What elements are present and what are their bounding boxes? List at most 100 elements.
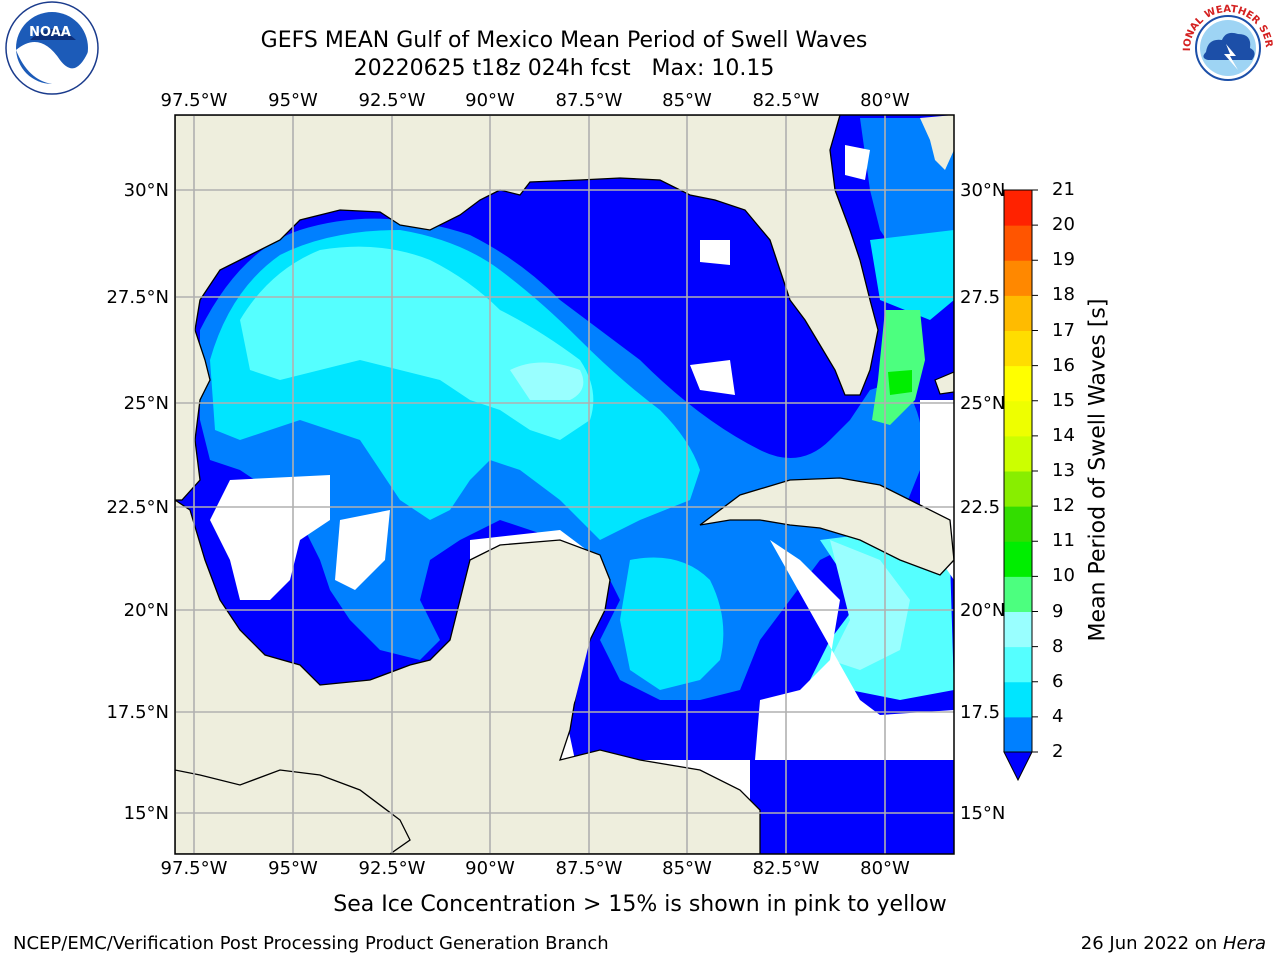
colorbar-block xyxy=(1004,541,1032,577)
lon-label-top: 87.5°W xyxy=(556,90,623,111)
colorbar-tick-label: 4 xyxy=(1052,705,1064,727)
colorbar-block xyxy=(1004,190,1032,226)
lon-label-bottom: 97.5°W xyxy=(161,858,228,879)
lat-label-right: 27.5 xyxy=(960,287,1000,308)
footer-date-text: 26 Jun 2022 on xyxy=(1080,933,1223,954)
land-us-gulf-coast xyxy=(175,115,879,501)
colorbar-tick-label: 15 xyxy=(1052,389,1075,411)
lat-label-right: 20°N xyxy=(960,600,1005,621)
colorbar-tick-label: 13 xyxy=(1052,460,1075,481)
colorbar-tick-label: 16 xyxy=(1052,354,1075,376)
missing-data-atlantic xyxy=(845,145,870,180)
lat-label-left: 20°N xyxy=(124,600,169,621)
lat-label-right: 17.5 xyxy=(960,702,1000,723)
colorbar-tick-label: 20 xyxy=(1052,214,1075,236)
colorbar-block xyxy=(1004,506,1032,542)
lat-label-left: 15°N xyxy=(124,803,169,824)
lat-label-left: 17.5°N xyxy=(106,702,169,723)
lon-label-bottom: 85°W xyxy=(662,858,712,879)
lon-label-top: 92.5°W xyxy=(359,90,426,111)
lon-label-top: 90°W xyxy=(465,90,515,111)
lat-label-left: 30°N xyxy=(124,180,169,201)
lat-label-right: 22.5 xyxy=(960,497,1000,518)
colorbar xyxy=(1003,189,1038,782)
colorbar-tick-label: 10 xyxy=(1052,565,1075,587)
sea-ice-caption: Sea Ice Concentration > 15% is shown in … xyxy=(333,892,947,917)
lon-label-top: 82.5°W xyxy=(753,90,820,111)
footer-credit: NCEP/EMC/Verification Post Processing Pr… xyxy=(13,933,609,954)
lon-label-top: 80°W xyxy=(860,90,910,111)
chart-subtitle: 20220625 t18z 024h fcst Max: 10.15 xyxy=(353,56,775,81)
colorbar-tick-label: 6 xyxy=(1052,670,1064,692)
colorbar-block xyxy=(1004,435,1032,472)
swell-contour-10-11 xyxy=(888,370,912,395)
lat-label-right: 15°N xyxy=(960,803,1005,824)
swell-contour-8-9 xyxy=(510,362,584,400)
missing-data-bay-2 xyxy=(335,510,390,590)
colorbar-block xyxy=(1004,576,1032,612)
noaa-logo: NOAA xyxy=(5,1,99,95)
colorbar-tick-label: 8 xyxy=(1052,635,1064,657)
colorbar-block xyxy=(1004,260,1032,296)
land-florida-east xyxy=(920,115,954,170)
colorbar-block xyxy=(1004,400,1032,437)
swell-contour-2-4-east xyxy=(860,118,954,260)
colorbar-tick-label: 18 xyxy=(1052,284,1075,306)
colorbar-tick-label: 2 xyxy=(1052,741,1064,762)
lon-label-top: 97.5°W xyxy=(161,90,228,111)
colorbar-tick-label: 12 xyxy=(1052,495,1075,517)
noaa-logo-text: NOAA xyxy=(29,25,71,40)
lat-labels-left: 30°N 27.5°N 25°N 22.5°N 20°N 17.5°N 15°N xyxy=(106,180,169,824)
colorbar-tick-label: 21 xyxy=(1052,179,1075,200)
lat-label-left: 22.5°N xyxy=(106,497,169,518)
missing-data-gulf-patch2 xyxy=(690,360,735,395)
colorbar-block xyxy=(1004,330,1032,367)
lon-label-bottom: 95°W xyxy=(268,858,318,879)
colorbar-block xyxy=(1004,716,1032,753)
lon-label-bottom: 87.5°W xyxy=(556,858,623,879)
missing-data-gulf-patch xyxy=(700,240,730,265)
footer-host: Hera xyxy=(1222,933,1266,954)
colorbar-block xyxy=(1004,225,1032,261)
missing-data-carib xyxy=(755,540,954,760)
lon-label-top: 85°W xyxy=(662,90,712,111)
nws-logo: NATIONAL WEATHER SERVICE xyxy=(1178,0,1274,94)
lat-label-right: 30°N xyxy=(960,180,1005,201)
land-cuba xyxy=(699,477,954,576)
swell-contour-6-8 xyxy=(240,246,594,440)
lon-labels-bottom: 97.5°W 95°W 92.5°W 90°W 87.5°W 85°W 82.5… xyxy=(161,858,910,879)
colorbar-block xyxy=(1004,681,1032,718)
colorbar-tick-label: 9 xyxy=(1052,600,1064,622)
land-bahamas xyxy=(934,371,954,395)
lat-labels-right: 30°N 27.5 25°N 22.5 20°N 17.5 15°N xyxy=(960,180,1005,824)
colorbar-tick-label: 14 xyxy=(1052,424,1075,446)
swell-contour-4-6-south xyxy=(620,557,724,690)
lat-label-right: 25°N xyxy=(960,393,1005,414)
colorbar-extend-min xyxy=(1003,751,1033,782)
colorbar-block xyxy=(1004,471,1032,507)
colorbar-block xyxy=(1004,646,1032,683)
lon-label-bottom: 92.5°W xyxy=(359,858,426,879)
graticule xyxy=(175,115,954,854)
colorbar-tick-label: 19 xyxy=(1052,249,1075,271)
lon-label-bottom: 90°W xyxy=(465,858,515,879)
lon-label-top: 95°W xyxy=(268,90,318,111)
map-area xyxy=(175,115,954,854)
lon-label-bottom: 80°W xyxy=(860,858,910,879)
land-yucatan-interior xyxy=(420,545,600,770)
colorbar-block xyxy=(1004,365,1032,402)
colorbar-block xyxy=(1004,295,1032,331)
colorbar-tick-label: 17 xyxy=(1052,319,1075,341)
swell-contour-8-9-carib xyxy=(830,540,910,670)
map-frame xyxy=(174,114,955,855)
lat-label-left: 25°N xyxy=(124,393,169,414)
chart-title: GEFS MEAN Gulf of Mexico Mean Period of … xyxy=(260,28,868,53)
lon-label-bottom: 82.5°W xyxy=(753,858,820,879)
footer-date: 26 Jun 2022 on Hera xyxy=(1081,933,1266,954)
colorbar-tick-label: 11 xyxy=(1052,530,1075,552)
lat-label-left: 27.5°N xyxy=(106,287,169,308)
colorbar-block xyxy=(1004,611,1032,648)
colorbar-title: Mean Period of Swell Waves [s] xyxy=(1085,298,1111,642)
lon-labels-top: 97.5°W 95°W 92.5°W 90°W 87.5°W 85°W 82.5… xyxy=(161,90,910,111)
